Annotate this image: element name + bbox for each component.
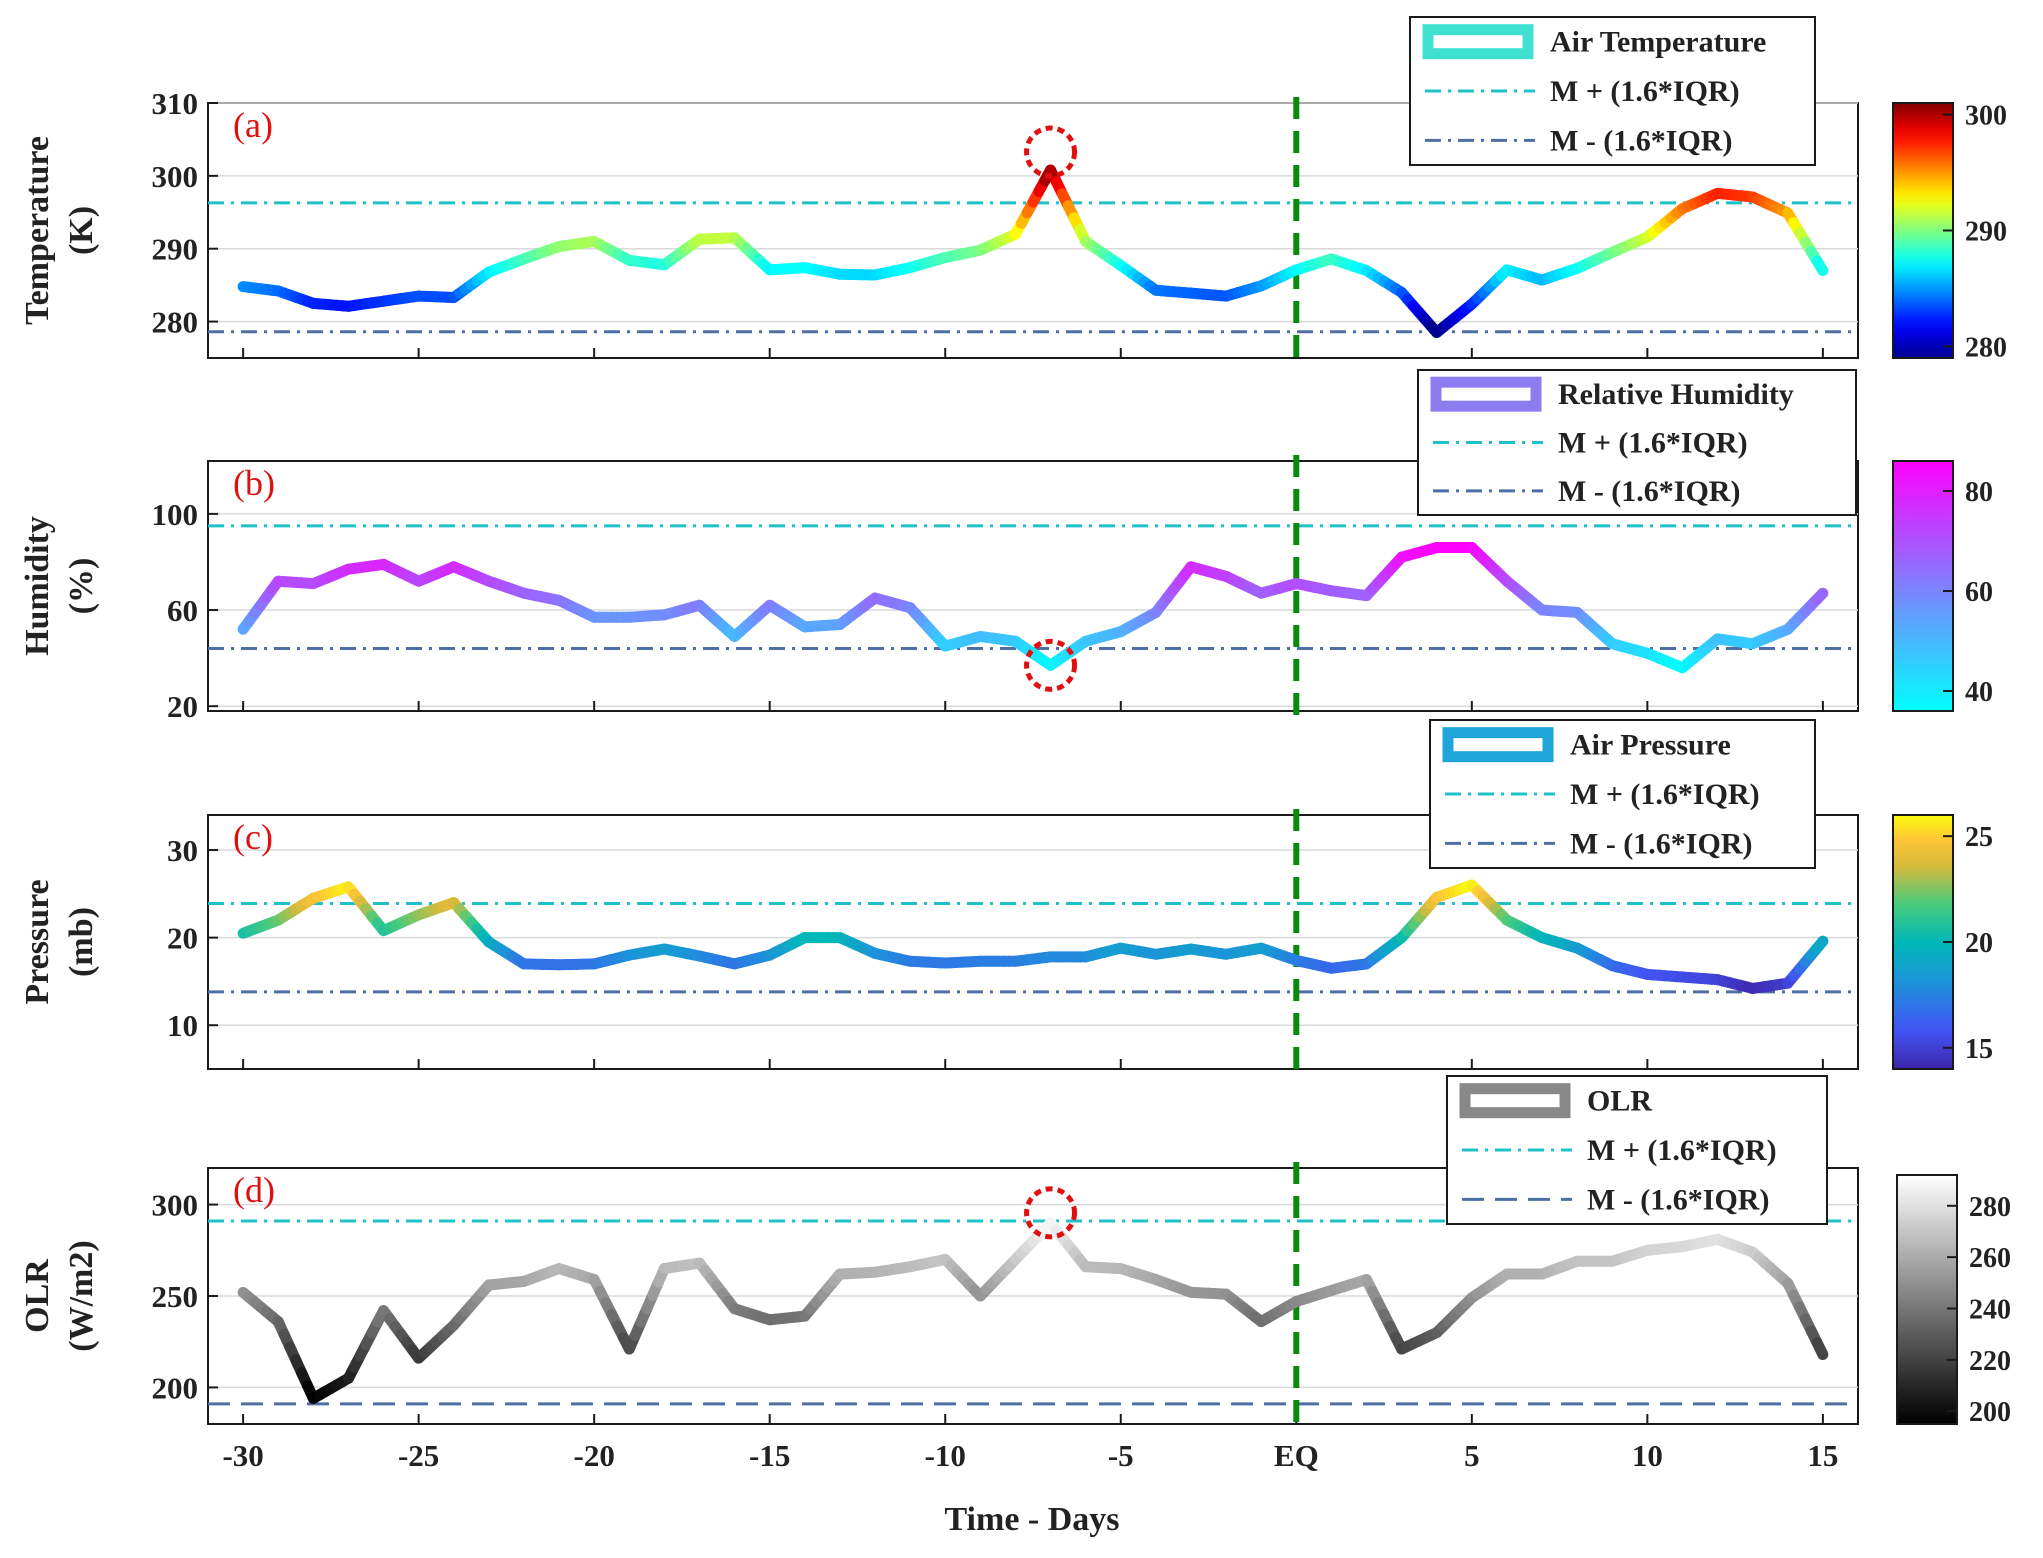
panel-c-legend-label: M + (1.6*IQR) <box>1570 778 1760 811</box>
panel-b-ylabel: Humidity <box>19 516 56 656</box>
panel-a-colorbar-tick-label: 280 <box>1965 332 2007 363</box>
panel-a-ytick-label: 300 <box>152 159 199 194</box>
panel-c-colorbar-tick-label: 15 <box>1965 1034 1993 1065</box>
xtick-label: EQ <box>1274 1438 1319 1473</box>
panel-c-ytick-label: 20 <box>167 921 198 956</box>
panel-c-colorbar-tick-label: 20 <box>1965 928 1993 959</box>
panel-c-ylabel: (mb) <box>63 907 100 977</box>
xtick-label: -10 <box>925 1438 966 1473</box>
panel-b-legend: Relative Humidity M + (1.6*IQR) M - (1.6*I… <box>1417 369 1857 516</box>
panel-a-letter: (a) <box>233 105 273 145</box>
panel-b-legend-swatch <box>1430 376 1542 412</box>
panel-a-ytick-label: 310 <box>152 86 199 121</box>
panel-b-legend-label: M - (1.6*IQR) <box>1558 475 1740 508</box>
panel-a: 280 290 300 310 (a) Temperature (K) Air Tempera… <box>19 16 2007 366</box>
panel-d-ytick-label: 250 <box>152 1279 199 1314</box>
panel-b-colorbar-tick-label: 80 <box>1965 477 1993 508</box>
panel-d-ytick-label: 300 <box>152 1188 199 1223</box>
panel-a-series-segment <box>1811 255 1829 277</box>
panel-d-series <box>237 1217 1829 1404</box>
panel-d-colorbar-tick-label: 280 <box>1969 1192 2011 1223</box>
panel-d-ylabel: (W/m2) <box>63 1240 100 1351</box>
panel-a-ylabel: (K) <box>63 206 100 255</box>
panel-d-legend-label: OLR <box>1587 1085 1652 1118</box>
panel-c-legend-label: M - (1.6*IQR) <box>1570 827 1752 860</box>
panel-c-legend-swatch <box>1442 727 1554 763</box>
panel-b-series <box>237 542 1829 674</box>
panel-b-colorbar-tick-label: 40 <box>1965 677 1993 708</box>
panel-d-legend-swatch <box>1459 1083 1571 1119</box>
xtick-label: 10 <box>1632 1438 1663 1473</box>
panel-c-ylabel: Pressure <box>19 879 56 1004</box>
panel-c-ytick-label: 30 <box>167 833 198 868</box>
panel-c-legend: Air Pressure M + (1.6*IQR) M - (1.6*IQR) <box>1429 719 1816 869</box>
panel-b-legend-label: M + (1.6*IQR) <box>1558 427 1748 460</box>
panel-c-letter: (c) <box>233 817 273 857</box>
panel-c: 10 20 30 (c) Pressure (mb) Air Pressure M + (1.… <box>19 719 1993 1077</box>
panel-b: 20 60 100 (b) Humidity (%) Relative Humidity M … <box>19 369 1993 724</box>
panel-a-legend-swatch <box>1422 24 1534 60</box>
xtick-label: -20 <box>574 1438 615 1473</box>
panel-a-legend-label: Air Temperature <box>1550 26 1766 59</box>
panel-d-colorbar-tick-label: 260 <box>1969 1243 2011 1274</box>
panel-a-legend: Air Temperature M + (1.6*IQR) M - (1.6*IQR… <box>1409 16 1816 166</box>
panel-d-legend: OLR M + (1.6*IQR) M - (1.6*IQR) <box>1446 1075 1828 1225</box>
panel-c-legend-label: Air Pressure <box>1570 729 1731 762</box>
panel-b-letter: (b) <box>233 463 275 503</box>
panel-a-legend-label: M + (1.6*IQR) <box>1550 75 1740 108</box>
panel-b-colorbar-tick-label: 60 <box>1965 577 1993 608</box>
panel-d-legend-label: M - (1.6*IQR) <box>1587 1183 1769 1216</box>
panel-a-ytick-label: 280 <box>152 305 199 340</box>
panel-a-colorbar-tick-label: 290 <box>1965 217 2007 248</box>
panel-b-anomaly-circle <box>1024 638 1078 692</box>
panel-a-anomaly-circle <box>1024 125 1078 179</box>
xtick-label: 5 <box>1464 1438 1480 1473</box>
panel-d-anomaly-circle <box>1024 1186 1078 1240</box>
panel-a-colorbar-tick-label: 300 <box>1965 101 2007 132</box>
panel-d-colorbar-tick-label: 240 <box>1969 1294 2011 1325</box>
x-axis-label: Time - Days <box>944 1501 1119 1538</box>
xtick-label: 15 <box>1807 1438 1838 1473</box>
panel-b-series-segment <box>1811 587 1829 605</box>
xtick-label: -15 <box>749 1438 790 1473</box>
panel-d-colorbar-tick-label: 220 <box>1969 1346 2011 1377</box>
xtick-label: -25 <box>398 1438 439 1473</box>
panel-d-ytick-label: 200 <box>152 1370 199 1405</box>
xtick-label: -30 <box>222 1438 263 1473</box>
panel-a-ytick-label: 290 <box>152 232 199 267</box>
panel-d-ylabel: OLR <box>19 1259 56 1333</box>
panel-c-colorbar-tick-label: 25 <box>1965 822 1993 853</box>
xtick-label: -5 <box>1108 1438 1134 1473</box>
panel-b-ytick-label: 100 <box>152 497 199 532</box>
panel-d-colorbar <box>1896 1174 1958 1425</box>
panel-d-letter: (d) <box>233 1170 275 1210</box>
panel-b-legend-label: Relative Humidity <box>1558 378 1794 411</box>
panel-c-series <box>237 879 1829 994</box>
panel-b-ylabel: (%) <box>63 558 100 615</box>
panel-d-legend-label: M + (1.6*IQR) <box>1587 1134 1777 1167</box>
panels: 280 290 300 310 (a) Temperature (K) Air Tempera… <box>19 16 2011 1473</box>
panel-c-ytick-label: 10 <box>167 1008 198 1043</box>
panel-d-colorbar-tick-label: 200 <box>1969 1397 2011 1428</box>
panel-a-legend-label: M - (1.6*IQR) <box>1550 124 1732 157</box>
panel-d-series-segment <box>1811 1337 1829 1361</box>
panel-b-ytick-label: 20 <box>167 689 198 724</box>
panel-a-series <box>237 164 1829 338</box>
panel-b-ytick-label: 60 <box>167 593 198 628</box>
panel-b-colorbar <box>1892 460 1954 712</box>
panel-c-series-segment <box>1811 935 1829 954</box>
panel-a-ylabel: Temperature <box>19 136 56 325</box>
